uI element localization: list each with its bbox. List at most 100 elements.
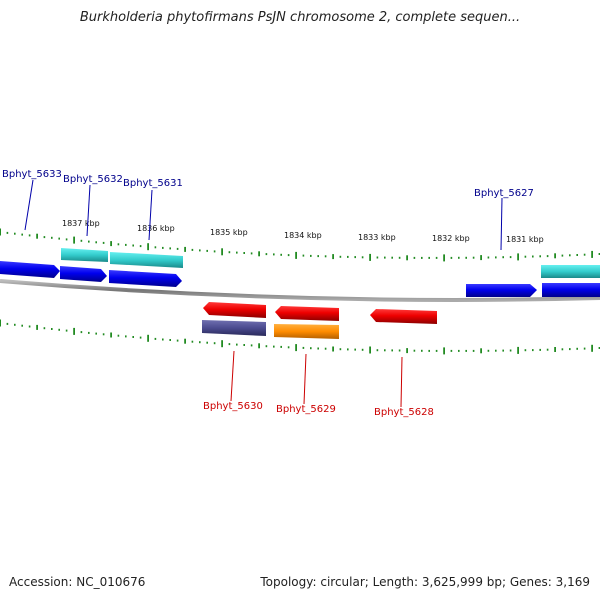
major-tick (147, 243, 149, 251)
scale-label-1834: 1834 kbp (284, 231, 322, 240)
minor-tick (169, 339, 171, 341)
minor-tick (347, 255, 349, 258)
minor-tick (532, 349, 534, 352)
minor-tick (583, 253, 586, 256)
gene-label-bphyt-5629[interactable]: Bphyt_5629 (276, 404, 336, 415)
mid-tick (36, 324, 38, 330)
minor-tick (598, 347, 600, 349)
minor-tick (125, 243, 127, 246)
minor-tick (413, 349, 416, 352)
minor-tick (28, 234, 31, 237)
minor-tick (162, 246, 164, 249)
scale-label-1831: 1831 kbp (506, 235, 544, 244)
cds-feature[interactable] (110, 252, 183, 268)
cds-feature[interactable] (61, 248, 108, 262)
minor-tick (139, 336, 142, 339)
minor-tick (310, 254, 312, 257)
gene-bphyt-5631[interactable] (109, 270, 182, 287)
upper-tick-track (0, 228, 600, 262)
minor-tick (58, 328, 60, 331)
minor-tick (450, 349, 453, 352)
leader-line (400, 356, 403, 408)
sequence-summary: Topology: circular; Length: 3,625,999 bp… (260, 575, 590, 589)
gene-bphyt-5630[interactable] (203, 302, 266, 318)
forward-gene-features (0, 261, 600, 297)
minor-tick (539, 348, 541, 351)
gene-bphyt-5633[interactable] (0, 261, 60, 278)
major-tick (369, 253, 371, 261)
minor-tick (273, 253, 275, 256)
major-tick (0, 228, 1, 236)
minor-tick (206, 249, 208, 252)
map-title: Burkholderia phytofirmans PsJN chromosom… (79, 10, 521, 25)
gene-label-bphyt-5627[interactable]: Bphyt_5627 (474, 188, 534, 199)
minor-tick (80, 239, 83, 242)
minor-tick (287, 254, 290, 257)
minor-tick (213, 250, 216, 253)
mid-tick (554, 347, 556, 352)
minor-tick (310, 347, 312, 350)
minor-tick (28, 325, 31, 328)
mid-tick (554, 253, 556, 259)
major-tick (0, 319, 1, 327)
leader-line (24, 179, 34, 231)
minor-tick (495, 349, 497, 352)
scale-label-1833: 1833 kbp (358, 233, 396, 242)
minor-tick (398, 256, 401, 259)
minor-tick (243, 344, 245, 346)
major-tick (221, 340, 223, 348)
gene-label-bphyt-5630[interactable]: Bphyt_5630 (203, 401, 263, 412)
minor-tick (169, 247, 171, 250)
minor-tick (495, 256, 497, 259)
gene-label-bphyt-5631[interactable]: Bphyt_5631 (123, 178, 183, 189)
minor-tick (6, 322, 9, 325)
gene-bphyt-5628[interactable] (370, 309, 437, 324)
major-tick (73, 327, 75, 335)
major-tick (295, 251, 297, 259)
gene-label-bphyt-5628[interactable]: Bphyt_5628 (374, 407, 434, 418)
leader-line (86, 184, 91, 237)
mid-tick (480, 255, 482, 261)
major-tick (591, 250, 593, 258)
minor-tick (265, 345, 268, 348)
minor-tick (228, 251, 231, 254)
minor-tick (14, 232, 16, 235)
minor-tick (324, 347, 327, 350)
minor-tick (524, 255, 527, 258)
minor-tick (65, 238, 68, 241)
major-tick (517, 253, 519, 261)
minor-tick (236, 251, 238, 254)
forward-cds-features (61, 248, 600, 278)
minor-tick (102, 333, 105, 336)
minor-tick (21, 233, 23, 236)
minor-tick (65, 329, 68, 332)
major-tick (517, 346, 519, 354)
minor-tick (14, 323, 16, 326)
gene-bphyt-5629[interactable] (275, 306, 339, 321)
gene-bphyt-5632[interactable] (60, 266, 107, 282)
major-tick (443, 254, 445, 262)
gene-label-bphyt-5633[interactable]: Bphyt_5633 (2, 169, 62, 180)
minor-tick (502, 349, 504, 352)
cds-feature[interactable] (202, 320, 266, 336)
major-tick (295, 344, 297, 352)
minor-tick (43, 236, 46, 239)
minor-tick (102, 241, 105, 244)
gene-feature[interactable] (542, 283, 600, 297)
minor-tick (487, 349, 490, 352)
minor-tick (228, 343, 231, 346)
minor-tick (598, 253, 600, 255)
minor-tick (561, 348, 564, 351)
cds-feature[interactable] (274, 324, 339, 339)
minor-tick (502, 256, 504, 259)
minor-tick (95, 332, 97, 335)
cds-feature[interactable] (541, 265, 600, 278)
minor-tick (421, 256, 423, 259)
scale-labels: 1837 kbp 1836 kbp 1835 kbp 1834 kbp 1833… (62, 219, 544, 244)
mid-tick (184, 338, 186, 344)
mid-tick (332, 346, 334, 352)
minor-tick (435, 256, 438, 259)
minor-tick (132, 244, 134, 247)
gene-bphyt-5627[interactable] (466, 284, 537, 297)
gene-label-bphyt-5632[interactable]: Bphyt_5632 (63, 174, 123, 185)
